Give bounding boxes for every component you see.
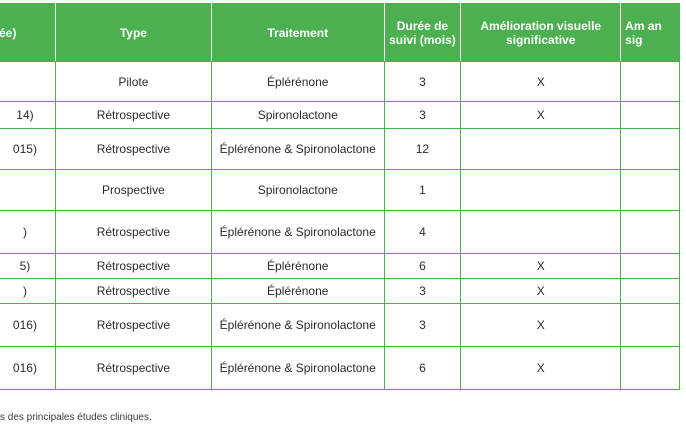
cell-next-column [620,253,680,279]
cell-reference: 14) [0,101,56,129]
cell-visual-improvement [460,210,622,254]
cell-reference: 016) [0,303,56,347]
header-next-column: Am an sig [620,3,680,62]
cell-duration: 1 [383,169,462,211]
cell-type: Rétrospective [54,128,212,170]
cell-duration: 3 [383,101,462,129]
cell-visual-improvement: X [460,346,622,390]
header-duration: Durée de suivi (mois) [383,3,462,62]
cell-treatment: Éplérénone [210,61,385,102]
header-reference: ée) [0,3,56,62]
cell-reference: 015) [0,128,56,170]
table-row: ) Rétrospective Éplérénone & Spironolacton… [0,210,680,254]
cell-treatment: Éplérénone & Spironolactone [210,210,385,254]
cell-reference [0,61,56,102]
table-row: 015) Rétrospective Éplérénone & Spironolac… [0,128,680,170]
cell-duration: 3 [383,303,462,347]
table-caption: s des principales études cliniques. [0,412,152,423]
cell-treatment: Éplérénone [210,278,385,304]
table-header-row: ée) Type Traitement Durée de suivi (mois… [0,3,680,62]
cell-duration: 6 [383,346,462,390]
cell-type: Rétrospective [54,303,212,347]
cell-reference [0,169,56,211]
header-type: Type [54,3,212,62]
table-row: Pilote Éplérénone 3 X [0,61,680,102]
cell-visual-improvement: X [460,61,622,102]
cell-treatment: Éplérénone & Spironolactone [210,128,385,170]
cell-type: Rétrospective [54,253,212,279]
cell-treatment: Éplérénone & Spironolactone [210,346,385,390]
cell-next-column [620,101,680,129]
cell-duration: 12 [383,128,462,170]
header-visual-improvement: Amélioration visuelle significative [460,3,622,62]
cell-duration: 4 [383,210,462,254]
cell-treatment: Spironolactone [210,169,385,211]
cell-type: Rétrospective [54,346,212,390]
cell-treatment: Éplérénone & Spironolactone [210,303,385,347]
cell-treatment: Éplérénone [210,253,385,279]
cell-visual-improvement [460,169,622,211]
cell-next-column [620,61,680,102]
table-row: ) Rétrospective Éplérénone 3 X [0,278,680,304]
header-treatment: Traitement [210,3,385,62]
cell-next-column [620,210,680,254]
cell-visual-improvement: X [460,101,622,129]
cell-next-column [620,169,680,211]
cell-next-column [620,128,680,170]
clinical-studies-table: ée) Type Traitement Durée de suivi (mois… [0,3,680,390]
cell-visual-improvement: X [460,278,622,304]
cell-visual-improvement: X [460,303,622,347]
cell-type: Prospective [54,169,212,211]
cell-reference: 5) [0,253,56,279]
cell-duration: 3 [383,278,462,304]
cell-visual-improvement: X [460,253,622,279]
cell-visual-improvement [460,128,622,170]
cell-next-column [620,346,680,390]
table-row: 5) Rétrospective Éplérénone 6 X [0,253,680,279]
table-row: 016) Rétrospective Éplérénone & Spironolac… [0,346,680,390]
cell-next-column [620,278,680,304]
cell-reference: ) [0,210,56,254]
cell-type: Pilote [54,61,212,102]
cell-type: Rétrospective [54,278,212,304]
cell-reference: ) [0,278,56,304]
table-row: 14) Rétrospective Spironolactone 3 X [0,101,680,129]
cell-duration: 6 [383,253,462,279]
table-row: 016) Rétrospective Éplérénone & Spironolac… [0,303,680,347]
cell-type: Rétrospective [54,101,212,129]
cell-next-column [620,303,680,347]
cell-duration: 3 [383,61,462,102]
cell-treatment: Spironolactone [210,101,385,129]
cell-type: Rétrospective [54,210,212,254]
table-row: Prospective Spironolactone 1 [0,169,680,211]
cell-reference: 016) [0,346,56,390]
